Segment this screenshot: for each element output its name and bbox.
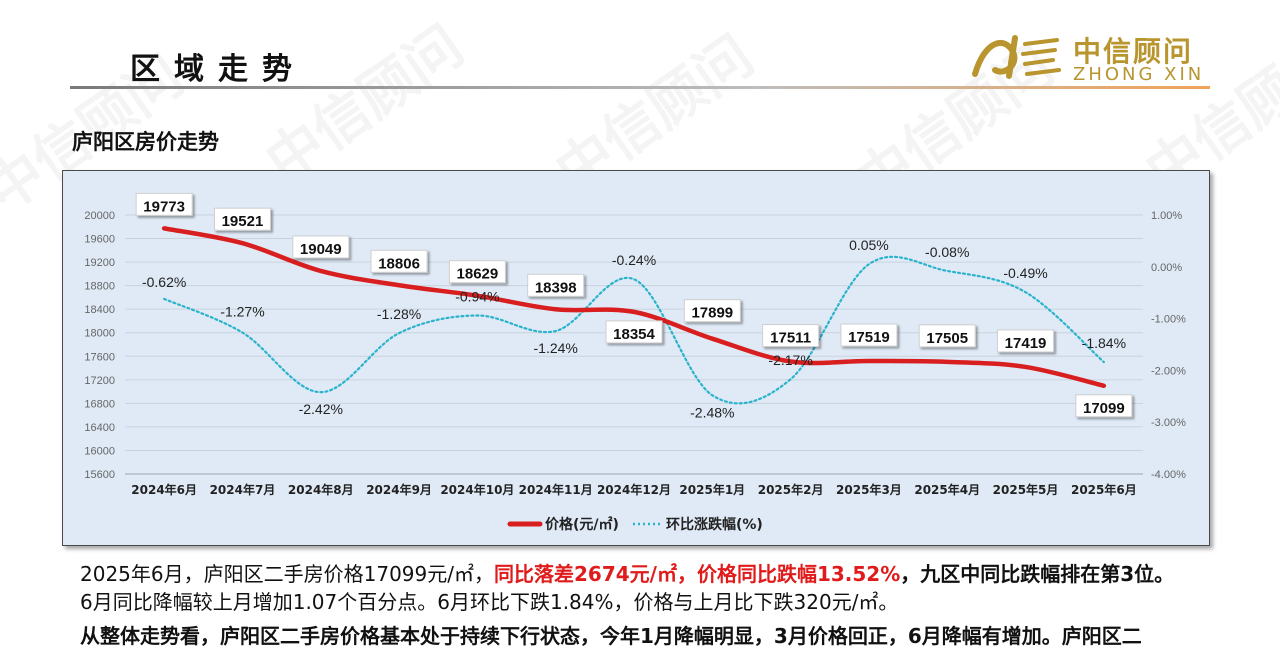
watermark: 中信顾问 [247,3,477,198]
y-right-tick-label: 0.00% [1151,262,1182,274]
logo-mark-icon [965,30,1065,84]
price-data-label: 18354 [613,326,655,343]
legend-price-label: 价格(元/㎡) [545,516,619,533]
price-data-label: 17419 [1005,335,1047,352]
mom-data-label: -1.28% [377,306,421,322]
price-data-label: 19049 [300,241,342,258]
section-title: 庐阳区房价走势 [72,126,219,156]
mom-data-label: -2.42% [299,401,343,417]
price-data-label: 18629 [457,266,499,283]
y-left-tick-label: 19200 [84,257,115,269]
price-data-label: 17899 [691,305,733,322]
x-tick-label: 2024年9月 [366,482,432,497]
y-left-tick-label: 15600 [84,469,115,481]
y-right-tick-label: 1.00% [1151,210,1182,222]
x-tick-label: 2024年6月 [131,482,197,497]
summary-highlight: 同比落差2674元/㎡，价格同比跌幅13.52% [494,562,900,586]
y-left-tick-label: 16800 [84,398,115,410]
mom-data-label: -0.49% [1003,265,1047,281]
logo-text-en: ZHONG XIN [1073,64,1204,85]
mom-data-label: -1.24% [534,340,578,356]
y-left-tick-label: 17200 [84,375,115,387]
trend-paragraph: 从整体走势看，庐阳区二手房价格基本处于持续下行状态，今年1月降幅明显，3月价格回… [80,622,1220,650]
price-data-label: 17505 [926,330,968,347]
summary-text-1: 2025年6月，庐阳区二手房价格17099元/㎡， [80,562,494,586]
legend-mom-label: 环比涨跌幅(%) [666,516,763,533]
x-tick-label: 2025年4月 [914,482,980,497]
mom-data-label: -0.08% [925,244,969,260]
price-trend-chart: 15600 16000 16400 16800 17200 17600 18000 18400… [62,170,1210,546]
y-left-tick-label: 20000 [84,210,115,222]
x-tick-label: 2025年5月 [993,482,1059,497]
y-right-tick-label: -3.00% [1151,417,1186,429]
x-tick-label: 2025年3月 [836,482,902,497]
y-left-tick-label: 18400 [84,304,115,316]
y-left-tick-label: 18800 [84,281,115,293]
price-data-label: 19773 [143,198,185,215]
chart-svg: 15600 16000 16400 16800 17200 17600 18000 18400… [63,171,1209,545]
mom-data-label: -0.62% [142,274,186,290]
mom-data-label: -1.84% [1082,335,1126,351]
price-data-label: 18398 [535,279,577,296]
mom-data-label: -2.17% [768,352,812,368]
y-right-tick-label: -1.00% [1151,314,1186,326]
price-data-label: 18806 [378,255,420,272]
x-tick-label: 2024年10月 [440,482,514,497]
x-tick-label: 2024年12月 [597,482,671,497]
y-left-tick-label: 18000 [84,328,115,340]
x-tick-label: 2024年8月 [288,482,354,497]
mom-data-label: 0.05% [849,237,889,253]
mom-data-label: -0.24% [612,252,656,268]
summary-paragraph: 2025年6月，庐阳区二手房价格17099元/㎡，同比落差2674元/㎡，价格同… [80,560,1220,616]
summary-text-2: 6月同比降幅较上月增加1.07个百分点。6月环比下跌1.84%，价格与上月比下跌… [80,590,898,614]
price-data-label: 17519 [848,329,890,346]
x-tick-label: 2024年7月 [210,482,276,497]
title-divider [70,86,1210,89]
y-left-tick-label: 17600 [84,351,115,363]
price-data-label: 17511 [770,330,811,347]
y-left-tick-label: 16000 [84,445,115,457]
mom-data-label: -2.48% [690,404,734,420]
x-tick-label: 2025年1月 [679,482,745,497]
page-title: 区域走势 [130,44,306,88]
x-tick-label: 2025年2月 [758,482,824,497]
y-right-tick-label: -4.00% [1151,469,1186,481]
x-tick-label: 2025年6月 [1071,482,1137,497]
price-data-label: 17099 [1083,400,1125,417]
y-left-tick-label: 16400 [84,422,115,434]
y-right-tick-label: -2.00% [1151,365,1186,377]
mom-data-label: -0.94% [455,288,499,304]
summary-rank-text: ，九区中同比跌幅排在第3位。 [900,562,1174,586]
y-left-tick-label: 19600 [84,234,115,246]
x-tick-label: 2024年11月 [519,482,593,497]
price-data-label: 19521 [222,213,264,230]
mom-data-label: -1.27% [220,304,264,320]
